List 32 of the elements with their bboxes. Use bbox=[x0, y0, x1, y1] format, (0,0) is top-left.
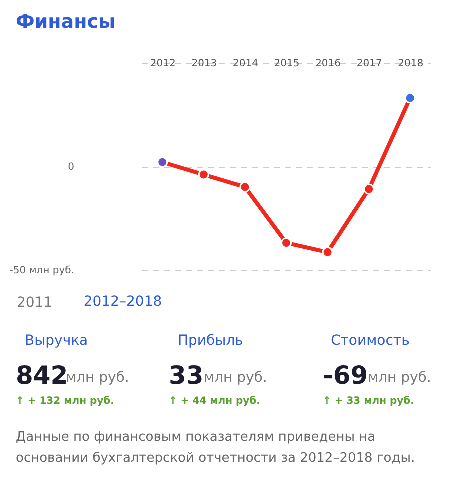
point bbox=[240, 182, 251, 193]
text: Данные по финансовым показателям приведены на основании бухгалтерской отчетности за 2012–2018 годы. bbox=[16, 430, 416, 466]
point bbox=[404, 92, 416, 104]
point bbox=[322, 246, 334, 258]
y-tick-label: 0 bbox=[68, 162, 74, 173]
x-tick-label: 2014 bbox=[232, 58, 258, 70]
x-tick-label: 2017 bbox=[356, 58, 382, 70]
x-tick-label: 2016 bbox=[316, 58, 342, 70]
text: Выручка bbox=[25, 333, 88, 349]
text: ↑ + 44 млн руб. bbox=[169, 396, 260, 407]
text: -69 bbox=[323, 361, 368, 390]
text: млн руб. bbox=[66, 370, 130, 386]
chart-title: Финансы bbox=[16, 11, 116, 33]
text: ↑ + 132 млн руб. bbox=[16, 396, 114, 407]
text: 2011 bbox=[17, 295, 53, 311]
text: ↑ + 33 млн руб. bbox=[323, 396, 414, 407]
point bbox=[364, 184, 375, 195]
x-tick-label: 2012 bbox=[150, 58, 176, 70]
text: 2012–2018 bbox=[84, 294, 162, 310]
point bbox=[157, 156, 168, 168]
y-tick-label: -50 млн руб. bbox=[10, 266, 74, 276]
x-tick-label: 2013 bbox=[192, 58, 218, 70]
text: 33 bbox=[169, 361, 204, 390]
text: млн руб. bbox=[368, 370, 432, 386]
text: Прибыль bbox=[178, 333, 244, 349]
point bbox=[281, 238, 292, 249]
text: млн руб. bbox=[204, 370, 268, 386]
text: Стоимость bbox=[331, 333, 410, 349]
x-tick-label: 2018 bbox=[398, 58, 424, 70]
text: 842 bbox=[16, 361, 68, 390]
point bbox=[198, 169, 210, 180]
x-tick-label: 2015 bbox=[274, 58, 300, 70]
